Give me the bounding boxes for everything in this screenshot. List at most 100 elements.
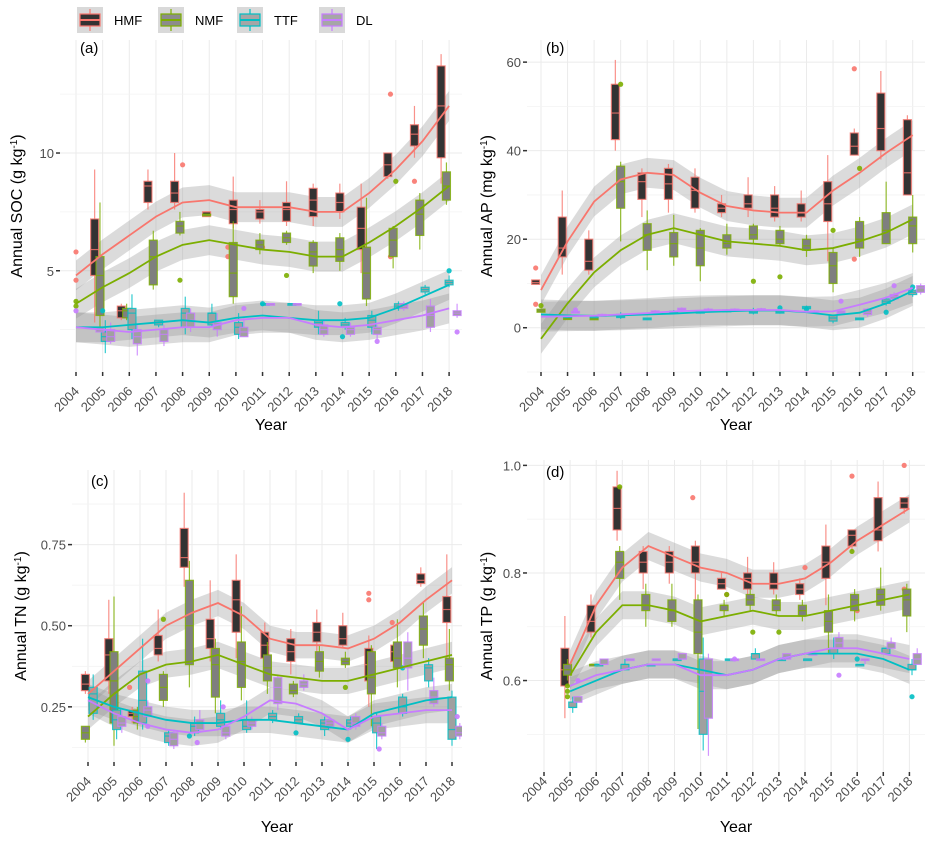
boxplot-dl	[625, 658, 635, 662]
box	[876, 588, 886, 606]
box	[637, 172, 647, 200]
legend-label: TTF	[274, 13, 298, 28]
x-tick-label: 2007	[596, 384, 627, 415]
box	[444, 657, 454, 682]
box	[719, 604, 729, 612]
box	[338, 625, 348, 646]
confidence-band-nmf	[570, 580, 910, 690]
box	[418, 615, 428, 646]
outlier-point-nmf	[160, 616, 166, 622]
box	[584, 238, 594, 271]
boxplot-nmf	[361, 197, 372, 307]
outlier-point-hmf	[411, 178, 418, 184]
boxplot-ttf	[367, 310, 377, 335]
boxplot-nmf	[669, 214, 679, 266]
outlier-point-ttf	[909, 694, 915, 700]
x-tick-label: 2008	[167, 774, 198, 805]
plot-area	[73, 54, 462, 356]
boxplot-hmf	[179, 492, 189, 587]
boxplot-nmf	[748, 223, 759, 244]
outlier-point-nmf	[777, 274, 783, 280]
box	[409, 124, 420, 147]
box	[80, 673, 91, 692]
y-axis: 5 10 Annual SOC (g kg-1)	[9, 134, 60, 279]
boxplot-hmf	[281, 181, 292, 227]
x-tick-label: 2005	[78, 384, 109, 415]
boxplot-dl	[372, 324, 382, 340]
boxplot-dl	[169, 729, 179, 750]
boxplot-nmf	[828, 248, 838, 293]
panel-label: (d)	[546, 464, 564, 481]
box	[143, 706, 153, 718]
legend-item-dl: DL	[319, 7, 373, 33]
y-tick-label: 10	[40, 146, 54, 161]
box	[377, 725, 387, 737]
box	[228, 241, 238, 298]
box	[902, 119, 912, 196]
boxplot-dl	[239, 317, 249, 338]
y-axis: 0.25 0.50 0.75 Annual TN (g kg-1)	[13, 538, 72, 715]
y-tick-label: 0.6	[503, 674, 521, 689]
box	[902, 588, 912, 617]
x-tick-label: 2004	[519, 774, 550, 805]
y-tick-label: 0.50	[41, 619, 66, 634]
trend-line-dl	[87, 699, 452, 734]
outlier-point-hmf	[690, 495, 696, 501]
boxplot-dl	[912, 648, 922, 666]
box	[367, 314, 377, 328]
box	[693, 599, 703, 655]
boxplot-nmf	[80, 725, 91, 743]
x-tick-label: 2010	[211, 384, 242, 415]
boxplot-dl	[651, 658, 661, 662]
boxplot-nmf	[615, 546, 625, 600]
panel-label: (a)	[80, 40, 98, 57]
x-tick-label: 2014	[782, 384, 813, 415]
y-axis: 0.6 0.8 1.0 Annual TP (g kg-1)	[479, 458, 527, 689]
boxplot-dl	[425, 299, 436, 332]
box	[424, 664, 434, 682]
trend-line-dl	[569, 647, 910, 687]
outlier-point-nmf	[177, 277, 183, 283]
boxplot-nmf	[771, 594, 781, 616]
boxplot-hmf	[170, 153, 180, 210]
panel-label: (c)	[91, 473, 109, 490]
outlier-point-hmf	[366, 597, 372, 603]
boxplot-nmf	[616, 161, 626, 242]
boxplot-hmf	[610, 59, 620, 151]
boxplot-hmf	[416, 567, 426, 587]
outlier-point-ttf	[345, 736, 351, 742]
x-tick-label: 2014	[323, 774, 354, 805]
y-axis-title: Annual TP (g kg-1)	[479, 552, 497, 680]
x-axis: 2004200520062007200820092010201120122013…	[516, 372, 919, 434]
box	[886, 642, 896, 649]
outlier-point-dl	[220, 704, 226, 710]
boxplot-nmf	[902, 583, 912, 633]
y-tick-label: 1.0	[503, 458, 521, 473]
x-tick-label: 2016	[371, 384, 402, 415]
outlier-point-ttf	[854, 656, 860, 662]
boxplot-dl	[143, 700, 153, 718]
box	[743, 194, 753, 209]
boxplot-hmf	[612, 470, 622, 541]
y-tick-label: 0	[514, 321, 521, 336]
boxplot-dl	[452, 303, 462, 318]
boxplot-nmf	[908, 194, 918, 253]
boxplot-hmf	[531, 279, 541, 285]
boxplot-hmf	[770, 186, 780, 222]
outlier-point-hmf	[387, 91, 394, 97]
boxplot-hmf	[876, 70, 886, 160]
outlier-point-ttf	[803, 306, 810, 312]
box	[143, 180, 153, 204]
x-tick-label: 2018	[424, 384, 455, 415]
boxplot-hmf	[80, 671, 91, 694]
x-tick-label: 2004	[516, 384, 547, 415]
box	[916, 285, 925, 293]
boxplot-hmf	[769, 562, 779, 595]
boxplot-nmf	[801, 234, 812, 257]
box	[796, 203, 806, 218]
box	[231, 579, 241, 633]
boxplot-dl	[573, 696, 583, 703]
x-tick-label: 2011	[702, 774, 732, 804]
boxplot-nmf	[201, 213, 212, 217]
